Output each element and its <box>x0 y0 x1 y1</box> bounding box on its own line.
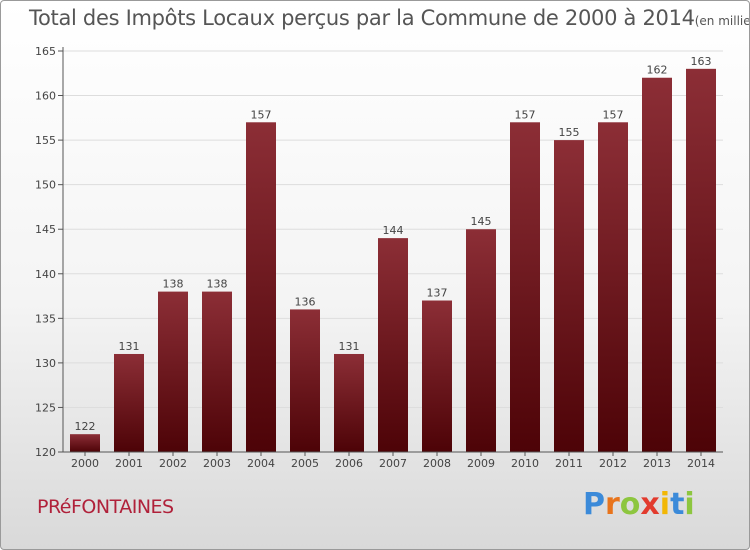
logo-letter: i <box>684 487 695 522</box>
bar-value-label: 122 <box>75 420 96 433</box>
bar-value-label: 137 <box>427 287 448 300</box>
axes: 120 125 130 135 140 145 150 155 160 165 2000 2001 20… <box>35 45 723 470</box>
x-tick-label: 2001 <box>115 457 143 470</box>
x-tick-label: 2007 <box>379 457 407 470</box>
x-tick-label: 2012 <box>599 457 627 470</box>
bar-value-label: 145 <box>471 215 492 228</box>
bar <box>686 68 716 453</box>
bar-value-label: 157 <box>515 108 536 121</box>
y-tick-label: 155 <box>35 134 56 147</box>
x-tick-label: 2006 <box>335 457 363 470</box>
x-tick-label: 2000 <box>71 457 99 470</box>
bars: 122 131 138 138 157 136 131 144 137 145 157 155 157 1… <box>70 55 716 453</box>
logo-letter: r <box>605 487 620 522</box>
logo-letter: P <box>583 487 605 522</box>
bar <box>246 122 276 453</box>
chart-title-text: Total des Impôts Locaux perçus par la Co… <box>29 6 695 30</box>
y-tick-label: 165 <box>35 45 56 58</box>
x-tick-label: 2010 <box>511 457 539 470</box>
x-tick-label: 2013 <box>643 457 671 470</box>
bar <box>290 309 320 452</box>
logo-letter: t <box>670 487 685 522</box>
y-tick-label: 145 <box>35 223 56 236</box>
bar-value-label: 155 <box>559 126 580 139</box>
y-tick-label: 160 <box>35 90 56 103</box>
y-tick-label: 130 <box>35 357 56 370</box>
bar-value-label: 157 <box>251 108 272 121</box>
x-tick-label: 2005 <box>291 457 319 470</box>
y-tick-label: 150 <box>35 179 56 192</box>
bar-value-label: 144 <box>383 224 404 237</box>
x-tick-label: 2002 <box>159 457 187 470</box>
bar <box>554 140 584 452</box>
proxiti-logo[interactable]: Proxiti <box>583 487 695 522</box>
bar <box>466 229 496 452</box>
bar <box>598 122 628 453</box>
commune-name: PRéFONTAINES <box>37 496 174 518</box>
y-tick-label: 120 <box>35 446 56 459</box>
y-tick-label: 140 <box>35 268 56 281</box>
bar <box>422 300 452 452</box>
x-tick-label: 2009 <box>467 457 495 470</box>
bar <box>510 122 540 453</box>
bar-value-label: 157 <box>603 108 624 121</box>
x-tick-label: 2003 <box>203 457 231 470</box>
x-tick-label: 2004 <box>247 457 275 470</box>
bar <box>158 291 188 452</box>
bar <box>334 353 364 452</box>
bar-value-label: 131 <box>119 340 140 353</box>
logo-letter: x <box>640 487 660 522</box>
bar-value-label: 136 <box>295 295 316 308</box>
y-tick-label: 135 <box>35 312 56 325</box>
bar <box>114 353 144 452</box>
x-tick-label: 2014 <box>687 457 715 470</box>
bar <box>642 77 672 452</box>
logo-letter: o <box>619 487 641 522</box>
bar-value-label: 131 <box>339 340 360 353</box>
bar-value-label: 162 <box>647 64 668 77</box>
bar-value-label: 163 <box>691 55 712 68</box>
bar <box>70 434 100 452</box>
logo-letter: i <box>659 487 671 522</box>
bar-value-label: 138 <box>163 278 184 291</box>
chart-title: Total des Impôts Locaux perçus par la Co… <box>29 6 750 30</box>
bar <box>202 291 232 452</box>
y-tick-label: 125 <box>35 401 56 414</box>
x-tick-label: 2008 <box>423 457 451 470</box>
x-tick-label: 2011 <box>555 457 583 470</box>
chart-unit-label: (en milliers d'€) <box>694 14 750 28</box>
bar <box>378 238 408 452</box>
bar-value-label: 138 <box>207 278 228 291</box>
